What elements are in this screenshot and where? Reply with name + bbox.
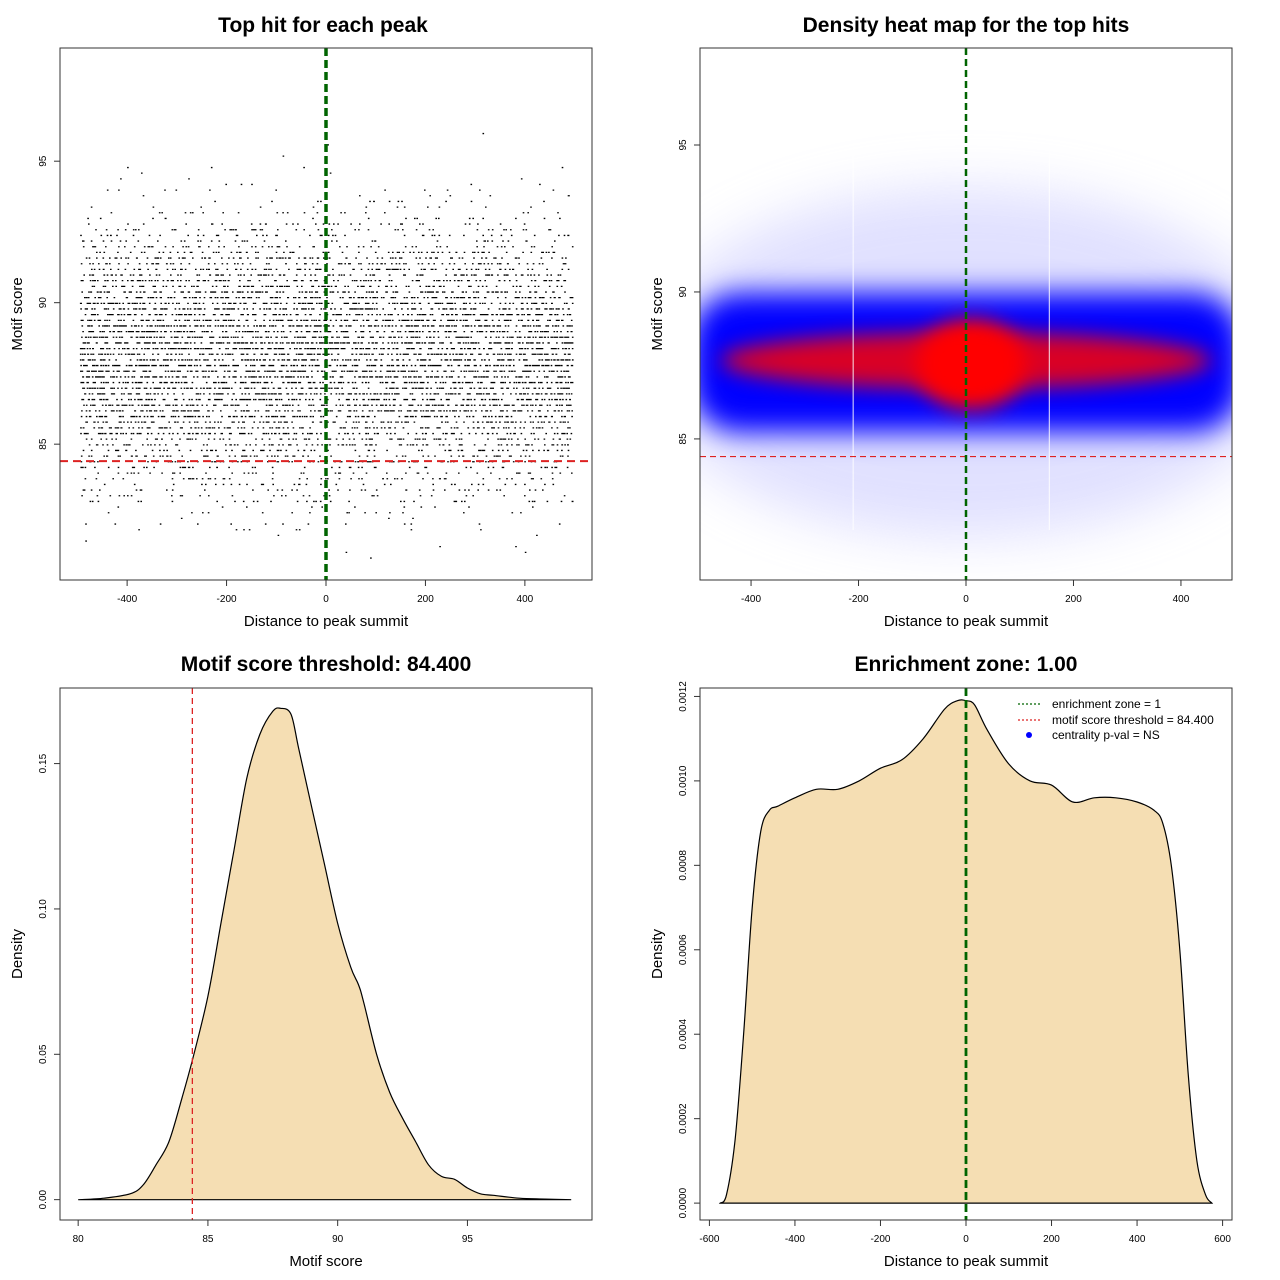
score-x-axis-label: Motif score <box>289 1253 362 1270</box>
x-tick-label: 0 <box>323 594 329 605</box>
x-tick-label: -400 <box>785 1234 805 1245</box>
x-tick-label: 400 <box>1173 594 1190 605</box>
y-tick-label: 95 <box>38 155 49 167</box>
scatter-panel: Top hit for each peak -400 -200 0 200 400 85… <box>9 14 593 630</box>
distance-y-axis: 0.0000 0.0002 0.0004 0.0006 0.0008 0.0010 0.00… <box>678 681 700 1218</box>
y-tick-label: 0.05 <box>38 1044 49 1064</box>
scatter-x-axis: -400 -200 0 200 400 <box>117 580 534 605</box>
y-tick-label: 95 <box>678 139 689 151</box>
y-tick-label: 0.00 <box>38 1189 49 1209</box>
x-tick-label: 0 <box>963 1234 969 1245</box>
y-tick-label: 85 <box>678 433 689 445</box>
score-density-panel: Motif score threshold: 84.400 80 85 90 95 0… <box>9 653 593 1270</box>
heatmap-y-axis: 85 90 95 <box>678 139 700 444</box>
x-tick-label: 400 <box>1129 1234 1146 1245</box>
legend-point-centrality <box>1026 732 1032 738</box>
y-tick-label: 0.0006 <box>678 934 689 965</box>
score-density-area <box>78 688 572 1220</box>
x-tick-label: -400 <box>741 594 761 605</box>
y-tick-label: 0.0010 <box>678 765 689 796</box>
x-tick-label: -200 <box>849 594 869 605</box>
heatmap-x-axis: -400 -200 0 200 400 <box>741 580 1190 605</box>
heatmap-y-axis-label: Motif score <box>649 277 666 350</box>
heatmap-red-core <box>916 319 1026 410</box>
scatter-y-axis: 85 90 95 <box>38 155 60 450</box>
x-tick-label: -200 <box>217 594 237 605</box>
legend-label-centrality: centrality p-val = NS <box>1052 728 1160 742</box>
x-tick-label: 200 <box>1043 1234 1060 1245</box>
x-tick-label: 200 <box>417 594 434 605</box>
x-tick-label: 95 <box>462 1234 474 1245</box>
scatter-title: Top hit for each peak <box>218 14 428 37</box>
x-tick-label: -400 <box>117 594 137 605</box>
heatmap-area <box>700 48 1232 580</box>
distance-density-area <box>718 688 1214 1220</box>
distance-density-panel: Enrichment zone: 1.00 -600 -400 -200 0 200 40… <box>649 653 1233 1270</box>
y-tick-label: 0.15 <box>38 753 49 773</box>
distance-x-axis: -600 -400 -200 0 200 400 600 <box>699 1220 1231 1245</box>
x-tick-label: 600 <box>1214 1234 1231 1245</box>
y-tick-label: 0.0004 <box>678 1018 689 1049</box>
scatter-y-axis-label: Motif score <box>9 277 26 350</box>
score-y-axis-label: Density <box>9 928 26 979</box>
y-tick-label: 90 <box>38 297 49 309</box>
score-x-axis: 80 85 90 95 <box>73 1220 474 1245</box>
x-tick-label: -600 <box>699 1234 719 1245</box>
heatmap-title: Density heat map for the top hits <box>803 14 1130 37</box>
x-tick-label: -200 <box>870 1234 890 1245</box>
legend-label-motif-threshold: motif score threshold = 84.400 <box>1052 713 1214 727</box>
y-tick-label: 0.10 <box>38 899 49 919</box>
x-tick-label: 200 <box>1065 594 1082 605</box>
distance-y-axis-label: Density <box>649 928 666 979</box>
y-tick-label: 90 <box>678 286 689 298</box>
scatter-reference-lines <box>60 48 592 580</box>
score-plot-frame <box>59 687 593 1221</box>
distance-x-axis-label: Distance to peak summit <box>884 1253 1049 1270</box>
distance-density-title: Enrichment zone: 1.00 <box>855 653 1078 676</box>
y-tick-label: 0.0002 <box>678 1103 689 1134</box>
score-density-curve <box>78 707 572 1201</box>
y-tick-label: 85 <box>38 438 49 450</box>
y-tick-label: 0.0008 <box>678 850 689 881</box>
legend-label-enrichment-zone: enrichment zone = 1 <box>1052 697 1161 711</box>
x-tick-label: 0 <box>963 594 969 605</box>
x-tick-label: 400 <box>517 594 534 605</box>
heatmap-x-axis-label: Distance to peak summit <box>884 613 1049 630</box>
score-density-title: Motif score threshold: 84.400 <box>181 653 472 676</box>
x-tick-label: 90 <box>332 1234 344 1245</box>
x-tick-label: 85 <box>202 1234 214 1245</box>
score-y-axis: 0.00 0.05 0.10 0.15 <box>38 753 60 1209</box>
legend: enrichment zone = 1 motif score threshol… <box>1018 697 1214 742</box>
scatter-x-axis-label: Distance to peak summit <box>244 613 409 630</box>
y-tick-label: 0.0012 <box>678 681 689 712</box>
y-tick-label: 0.0000 <box>678 1187 689 1218</box>
heatmap-panel: Density heat map for the top hits -400 -2… <box>649 14 1233 630</box>
x-tick-label: 80 <box>73 1234 85 1245</box>
heatmap-reference-lines <box>700 48 1232 580</box>
